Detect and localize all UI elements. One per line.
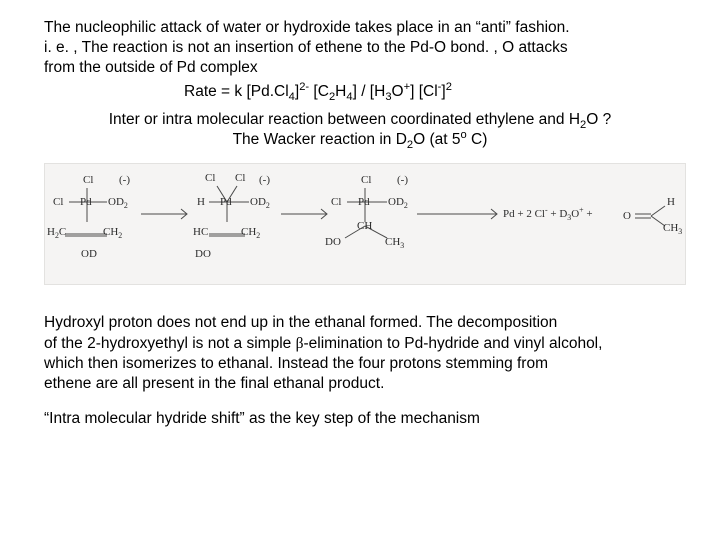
s2rs: 2: [266, 202, 270, 211]
pd: +: [584, 208, 593, 220]
p2l3: which then isomerizes to ethanal. Instea…: [44, 355, 548, 372]
question-line1: Inter or intra molecular reaction betwee…: [44, 111, 676, 129]
p2l2a: of the 2-hydroxyethyl is not a simple: [44, 335, 296, 352]
sp2-b2: CH2: [241, 226, 260, 238]
sp1-od: OD: [81, 248, 97, 260]
p2l2b: -elimination to Pd-hydride and vinyl alc…: [303, 335, 602, 352]
sp2-od: DO: [195, 248, 211, 260]
p2l1: Hydroxyl proton does not end up in the e…: [44, 314, 557, 331]
sp3-b1: DO: [325, 236, 341, 248]
s1e1: H: [47, 226, 55, 238]
sp2-top1: Cl: [205, 172, 215, 184]
pc: O: [571, 208, 579, 220]
intro-line2: i. e. , The reaction is not an insertion…: [44, 39, 568, 56]
sp2-pd: Pd: [220, 196, 232, 208]
p2l4: ethene are all present in the final etha…: [44, 375, 384, 392]
sp1-top: Cl: [83, 174, 93, 186]
slide-root: The nucleophilic attack of water or hydr…: [0, 0, 720, 540]
products-text: Pd + 2 Cl- + D3O+ +: [503, 208, 593, 220]
sp3-right: OD2: [388, 196, 408, 208]
sp3-b2: CH: [357, 220, 372, 232]
s3b3s: 3: [400, 242, 404, 251]
rate-fsup: 2: [446, 81, 452, 93]
s1e3s: 2: [118, 232, 122, 241]
intro-line3: from the outside of Pd complex: [44, 59, 258, 76]
q2c: C): [467, 131, 488, 148]
s2b2: CH: [241, 226, 256, 238]
sp3-top: Cl: [361, 174, 371, 186]
conclusion-paragraph: Hydroxyl proton does not end up in the e…: [44, 313, 676, 394]
sp3-pd: Pd: [358, 196, 370, 208]
sp3-b3: CH3: [385, 236, 404, 248]
sp1-right-t: OD: [108, 196, 124, 208]
key-step-line: “Intra molecular hydride shift” as the k…: [44, 410, 676, 428]
sp3-charge: (-): [397, 174, 408, 186]
sp2-charge: (-): [259, 174, 270, 186]
q1a: Inter or intra molecular reaction betwee…: [109, 111, 580, 128]
achs: 3: [678, 228, 682, 237]
intro-paragraph: The nucleophilic attack of water or hydr…: [44, 18, 676, 77]
sp3-left: Cl: [331, 196, 341, 208]
ach: CH: [663, 222, 678, 234]
s3rs: 2: [404, 202, 408, 211]
rate-equation: Rate = k [Pd.Cl4]2- [C2H4] / [H3O+] [Cl-…: [184, 83, 676, 101]
sp2-b1: HC: [193, 226, 208, 238]
s3r: OD: [388, 196, 404, 208]
intro-line1: The nucleophilic attack of water or hydr…: [44, 19, 570, 36]
question-line2: The Wacker reaction in D2O (at 5o C): [44, 131, 676, 149]
s1e2: C: [59, 226, 66, 238]
s2b2s: 2: [256, 232, 260, 241]
sp2-right: OD2: [250, 196, 270, 208]
sp1-left: Cl: [53, 196, 63, 208]
sp1-right-s: 2: [124, 202, 128, 211]
rate-m2: H: [335, 83, 346, 100]
q2a: The Wacker reaction in D: [233, 131, 407, 148]
sp1-eth-l: H2C: [47, 226, 66, 238]
rate-m1: [C: [309, 83, 329, 100]
rate-cl-sup: 2-: [299, 81, 309, 93]
sp1-right: OD2: [108, 196, 128, 208]
rate-m4: O: [392, 83, 404, 100]
s1e3: CH: [103, 226, 118, 238]
s3b3: CH: [385, 236, 400, 248]
q2b: O (at 5: [413, 131, 460, 148]
ald-ch3: CH3: [663, 222, 682, 234]
q1b: O ?: [586, 111, 611, 128]
s2r: OD: [250, 196, 266, 208]
ald-o: O: [623, 210, 631, 222]
ald-h: H: [667, 196, 675, 208]
sp2-top2: Cl: [235, 172, 245, 184]
rate-prefix: Rate = k [Pd.Cl: [184, 83, 289, 100]
pb: + D: [548, 208, 568, 220]
sp1-eth-r: CH2: [103, 226, 122, 238]
sp2-left: H: [197, 196, 205, 208]
pa: Pd + 2 Cl: [503, 208, 545, 220]
sp1-pd: Pd: [80, 196, 92, 208]
sp1-charge: (-): [119, 174, 130, 186]
rate-m5: ] [Cl: [410, 83, 438, 100]
reaction-scheme: (-) Cl Cl Pd OD2 H2C CH2 OD (-) Cl Cl H …: [44, 163, 686, 285]
rate-m3: ] / [H: [353, 83, 386, 100]
